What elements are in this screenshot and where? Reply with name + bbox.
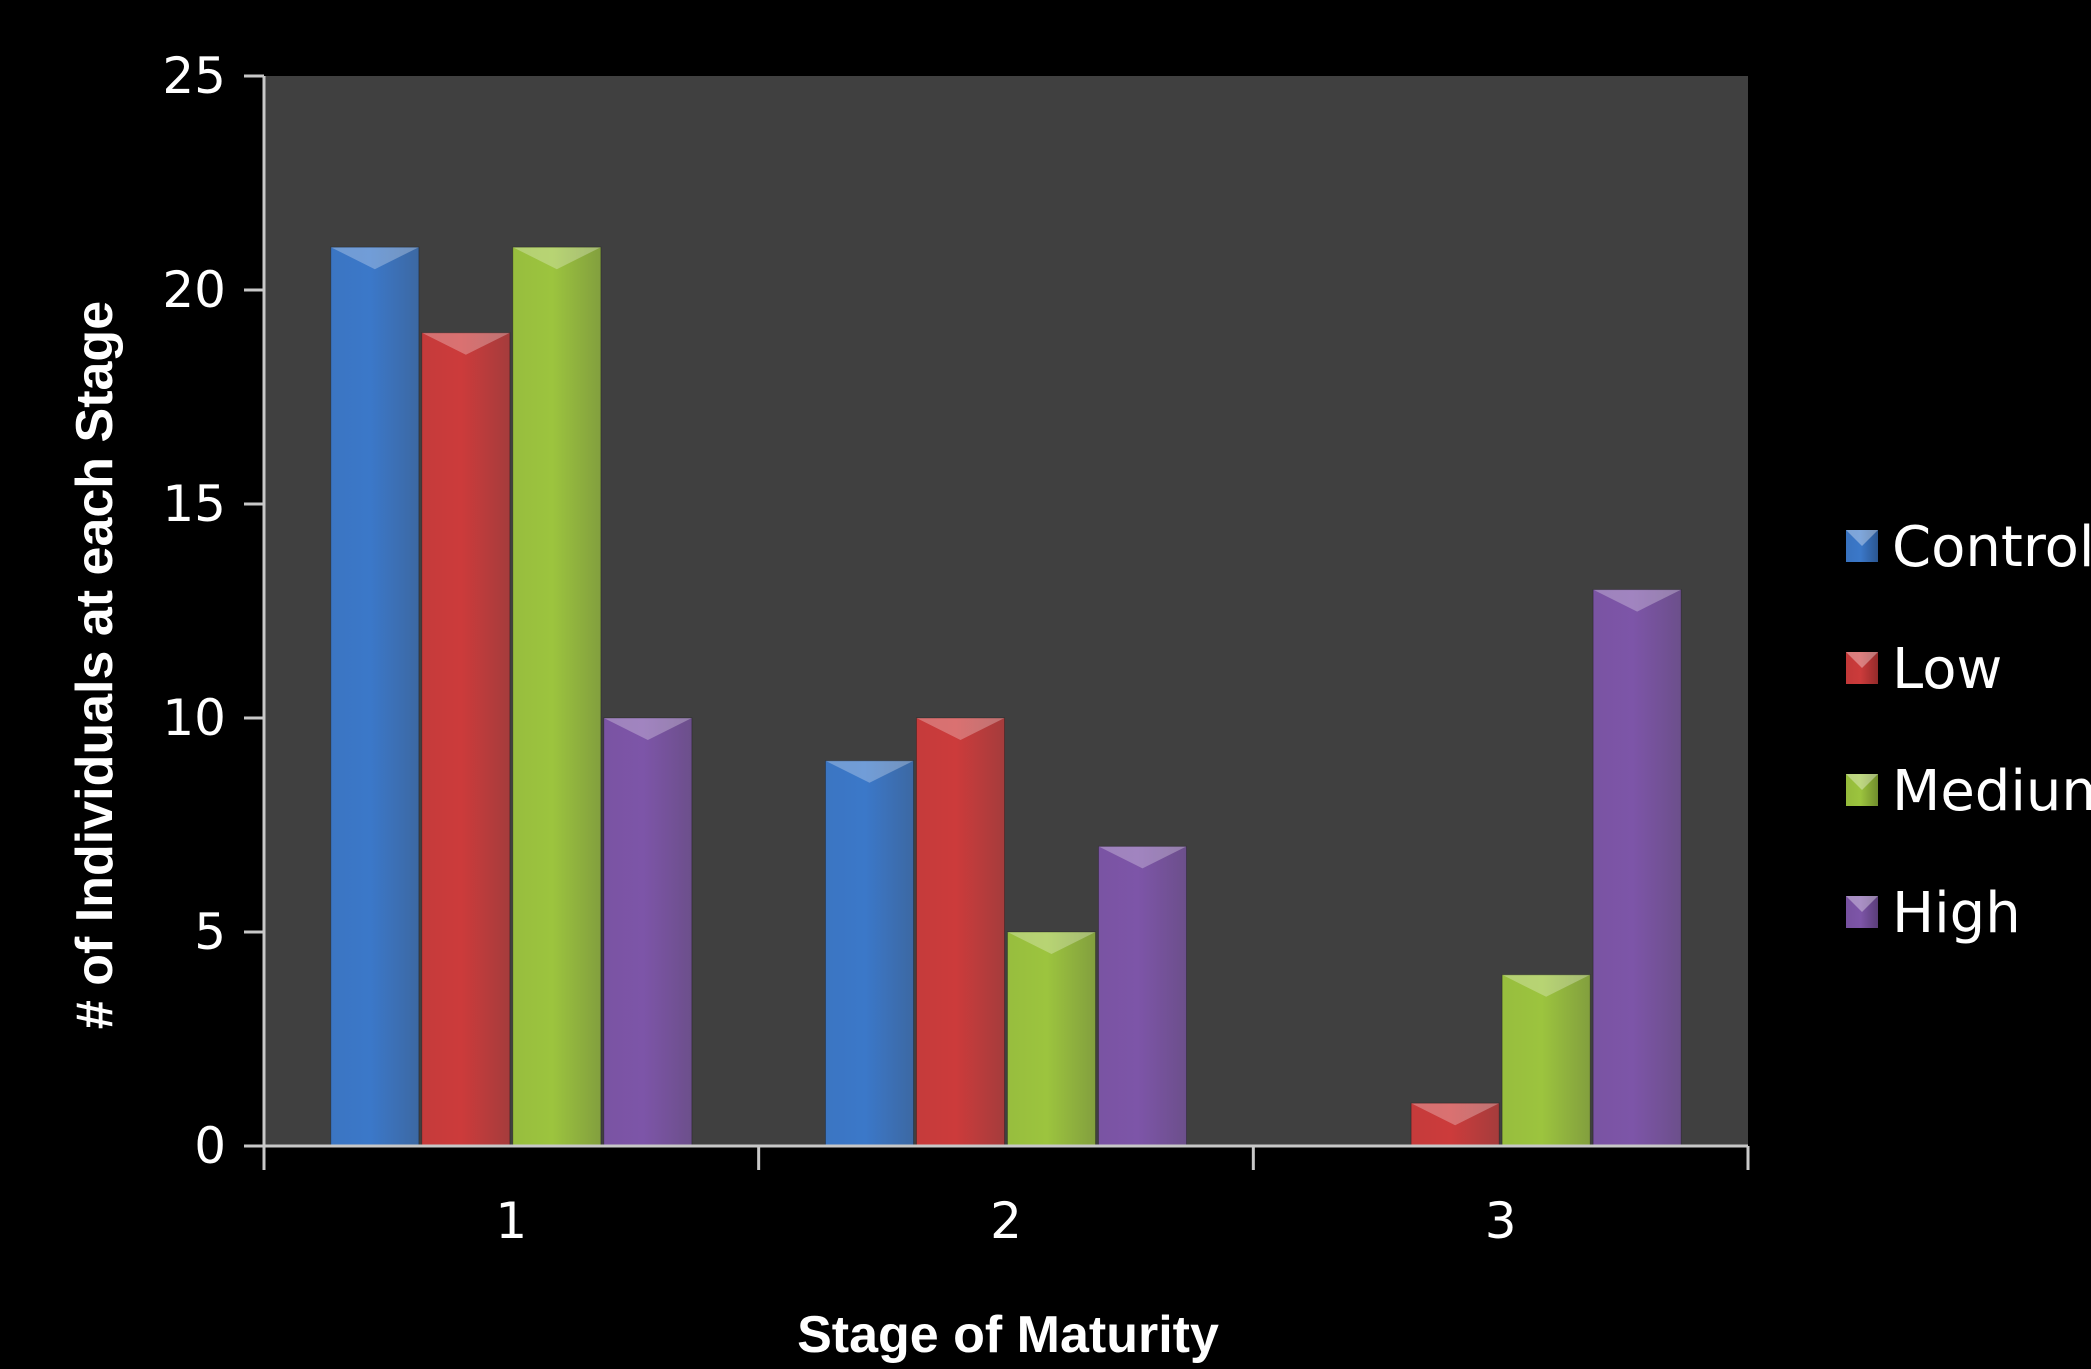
y-tick-label-10: 10 xyxy=(162,689,226,747)
legend-label: Low xyxy=(1892,637,2002,702)
legend-label: Control xyxy=(1892,515,2091,580)
bar-medium-stage-3 xyxy=(1501,974,1591,1147)
legend-swatch xyxy=(1846,530,1878,562)
bar-control-stage-1 xyxy=(330,246,420,1147)
y-tick-label-25: 25 xyxy=(162,47,226,105)
plot-area xyxy=(264,76,1748,1146)
x-axis-title: Stage of Maturity xyxy=(797,1306,1219,1364)
y-tick-label-15: 15 xyxy=(162,475,226,533)
bar-control-stage-2 xyxy=(825,760,914,1147)
bar-medium-stage-2 xyxy=(1007,931,1096,1147)
y-axis-title: # of Individuals at each Stage xyxy=(66,301,124,1029)
legend-swatch xyxy=(1846,774,1878,806)
bar-high-stage-3 xyxy=(1592,589,1682,1147)
legend-label: High xyxy=(1892,881,2021,946)
bar-high-stage-1 xyxy=(603,717,693,1147)
x-tick-label-2: 2 xyxy=(990,1192,1022,1250)
legend-swatch xyxy=(1846,896,1878,928)
bar-medium-stage-1 xyxy=(512,246,602,1147)
y-tick-label-5: 5 xyxy=(194,903,226,961)
x-tick-label-1: 1 xyxy=(495,1192,527,1250)
x-tick-label-3: 3 xyxy=(1485,1192,1517,1250)
legend-item-control: Control xyxy=(1846,515,2091,580)
legend: Control Low Medium High xyxy=(1846,515,2091,946)
bar-low-stage-2 xyxy=(916,717,1005,1147)
axes-group xyxy=(244,74,1750,1170)
legend-item-medium: Medium xyxy=(1846,759,2091,824)
bar-low-stage-1 xyxy=(421,332,511,1147)
y-tick-label-0: 0 xyxy=(194,1117,226,1175)
legend-item-low: Low xyxy=(1846,637,2002,702)
bar-high-stage-2 xyxy=(1098,845,1187,1147)
tick-labels-group: 0 5 10 15 20 25 1 2 3 xyxy=(162,47,1516,1250)
bar-low-stage-3 xyxy=(1410,1102,1500,1147)
legend-item-high: High xyxy=(1846,881,2021,946)
legend-swatch xyxy=(1846,652,1878,684)
y-tick-label-20: 20 xyxy=(162,261,226,319)
bars-group xyxy=(330,246,1682,1147)
legend-label: Medium xyxy=(1892,759,2091,824)
